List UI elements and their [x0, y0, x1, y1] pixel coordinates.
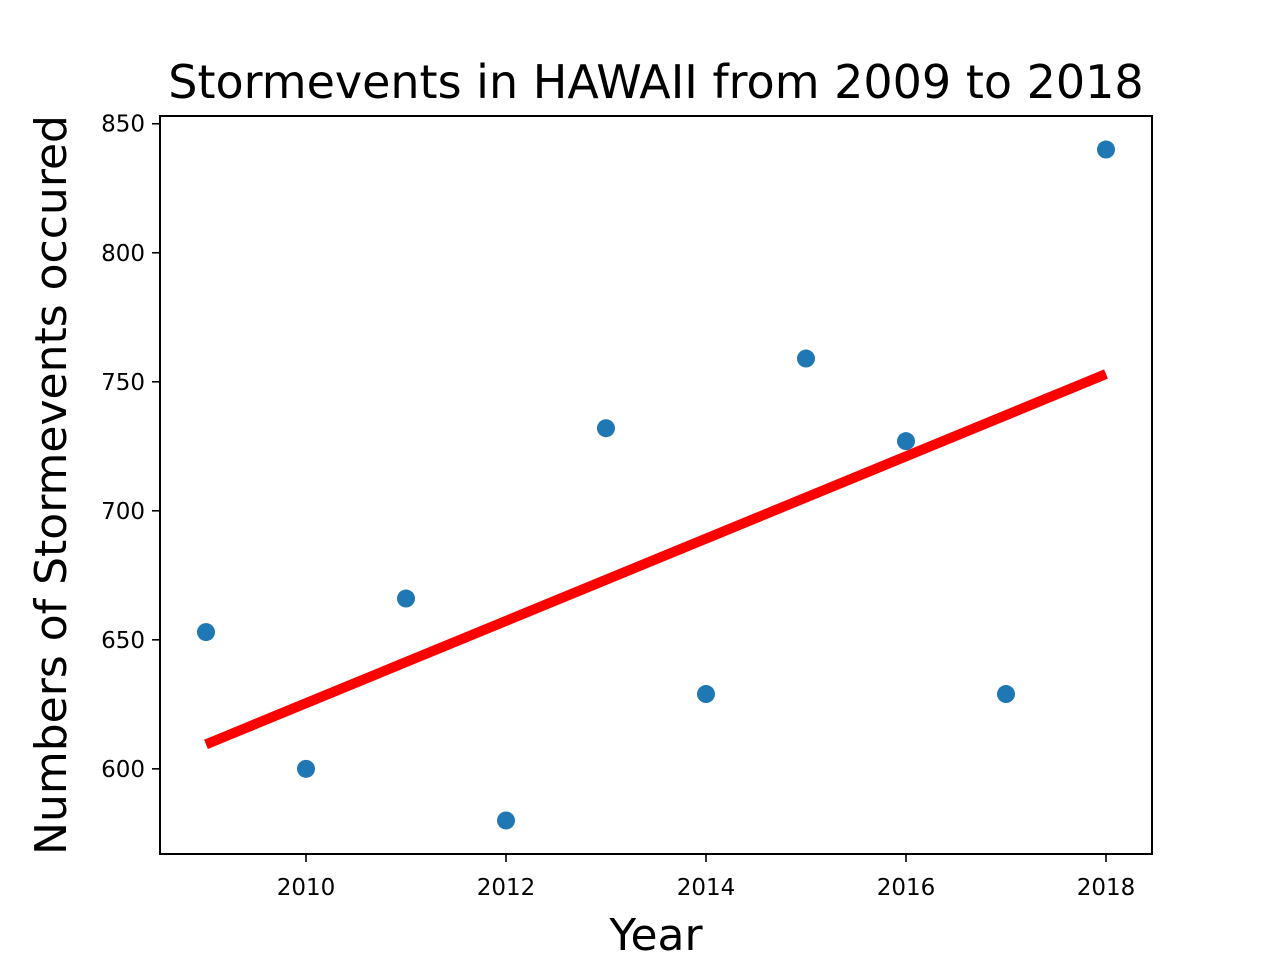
x-axis-label: Year: [608, 910, 703, 960]
y-tick-label: 650: [101, 628, 145, 654]
x-tick-label: 2016: [877, 875, 936, 901]
data-point: [897, 432, 915, 451]
y-tick-label: 750: [101, 370, 145, 396]
data-point: [1097, 140, 1115, 159]
data-point: [697, 685, 715, 704]
y-axis-label: Numbers of Stormevents occured: [26, 115, 77, 855]
plot-area: [197, 140, 1115, 830]
data-point: [297, 759, 315, 778]
y-tick-label: 700: [101, 499, 145, 525]
data-point: [597, 419, 615, 438]
x-tick-label: 2012: [477, 875, 536, 901]
y-axis: 600 650 700 750 800 850: [101, 112, 160, 783]
x-tick-label: 2010: [277, 875, 336, 901]
y-tick-label: 600: [101, 757, 145, 783]
data-point: [797, 349, 815, 368]
y-tick-label: 850: [101, 112, 145, 138]
data-point: [997, 685, 1015, 704]
x-axis: 2010 2012 2014 2016 2018: [277, 854, 1136, 901]
x-tick-label: 2018: [1077, 875, 1136, 901]
plot-frame: [159, 115, 1153, 855]
y-tick-label: 800: [101, 241, 145, 267]
data-point: [497, 811, 515, 830]
data-point: [197, 623, 215, 642]
trend-line: [204, 369, 1108, 749]
data-point: [397, 589, 415, 608]
chart-title: Stormevents in HAWAII from 2009 to 2018: [168, 55, 1143, 109]
x-tick-label: 2014: [677, 875, 736, 901]
